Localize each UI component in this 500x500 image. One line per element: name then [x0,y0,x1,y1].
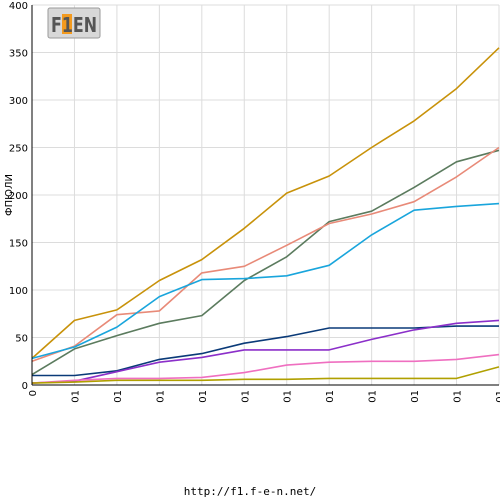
x-tick-label: 01 [283,390,294,403]
series-line-4 [31,202,500,360]
x-tick-label: 01 [453,390,464,403]
series-line-6 [31,319,500,384]
y-tick-label: 200 [9,191,28,202]
footer-url[interactable]: http://f1.f-e-n.net/ [184,485,316,498]
x-tick-label: 01 [70,390,81,403]
x-tick-label: 01 [113,390,124,403]
grid-layer [32,4,500,385]
y-tick-label: 0 [22,381,28,392]
logo-text: F1EN [51,13,97,37]
series-line-1 [31,47,500,359]
x-tick-label: 01 [240,390,251,403]
x-tick-label: 01 [410,390,421,403]
logo-accent [62,14,72,34]
y-tick-labels: 0 50 100 150 200 250 300 350 400 [9,1,28,392]
series-line-3 [31,146,500,363]
x-tick-label: 0 [28,390,39,396]
x-tick-labels: 0 01 01 01 01 01 01 01 01 01 01 01 [28,390,500,403]
y-tick-label: 300 [9,96,28,107]
x-tick-label: 01 [368,390,379,403]
y-tick-label: 100 [9,286,28,297]
y-tick-label: 150 [9,239,28,250]
y-tick-label: 250 [9,144,28,155]
series-line-5 [32,325,499,377]
y-tick-label: 400 [9,1,28,12]
x-tick-label: 01 [325,390,336,403]
series-layer [31,47,500,384]
series-line-8 [31,366,500,384]
x-tick-label: 01 [495,390,500,403]
x-tick-label: 01 [198,390,209,403]
series-line-7 [31,353,500,384]
logo: F1EN [47,7,101,39]
series-line-2 [31,149,500,376]
y-axis-title: ФПЮЛИ [4,174,15,216]
x-tick-label: 01 [155,390,166,403]
y-tick-label: 50 [15,334,28,345]
logo-box [47,7,101,39]
axes-layer [31,5,499,386]
y-tick-label: 350 [9,49,28,60]
